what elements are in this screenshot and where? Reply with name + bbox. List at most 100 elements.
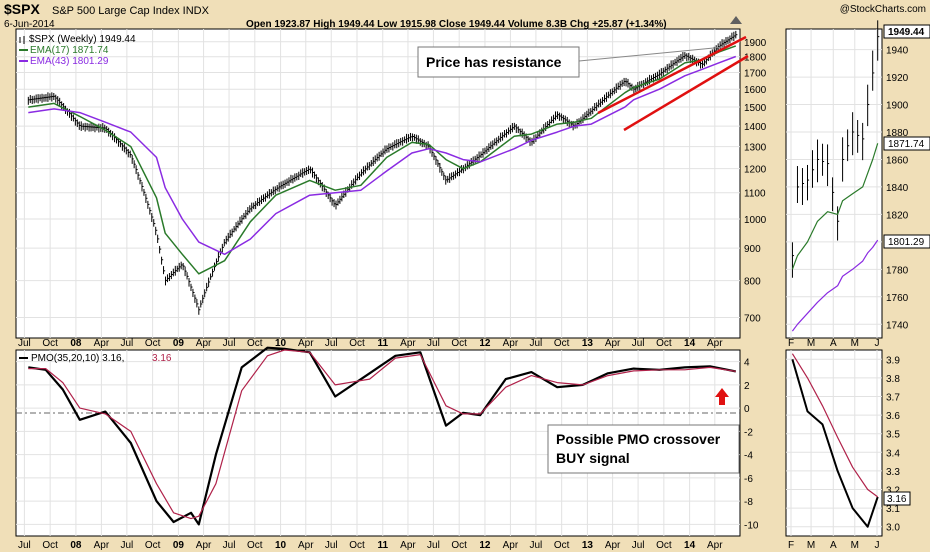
x-tick-label: Apr: [298, 338, 314, 349]
y-tick-label: 1600: [744, 85, 767, 96]
y-tick-label: 3.7: [886, 393, 900, 404]
x-tick-label: Oct: [247, 338, 263, 349]
x-tick-label: Oct: [554, 540, 570, 551]
index-name: S&P 500 Large Cap Index INDX: [52, 5, 210, 17]
x-tick-label: Oct: [349, 540, 365, 551]
series-line-1: [791, 143, 879, 270]
x-tick-label: Oct: [145, 540, 161, 551]
symbol-title: $SPX: [4, 1, 40, 17]
x-tick-label: Oct: [656, 338, 672, 349]
main-gridlines: 700 800 900 1000 1100 1200 1300 1400 1500 1600 170…: [16, 29, 767, 338]
x-tick-label: 11: [377, 540, 388, 551]
y-tick-label: 4: [744, 358, 750, 369]
y-tick-label: 1740: [886, 320, 909, 331]
x-tick-label: Oct: [349, 338, 365, 349]
x-tick-label: 12: [479, 540, 491, 551]
x-tick-label: 09: [173, 338, 185, 349]
pmo-callout: [547, 424, 740, 474]
series-line-0: [791, 359, 879, 528]
series-line-1: [791, 353, 879, 498]
zoom-panel: [785, 28, 883, 339]
x-tick-label: 10: [275, 338, 287, 349]
y-tick-label: 3.2: [886, 486, 900, 497]
x-tick-label: Apr: [707, 338, 723, 349]
y-tick-label: 1780: [886, 265, 909, 276]
x-tick-label: Jul: [18, 540, 31, 551]
x-tick-label: Apr: [503, 338, 519, 349]
y-tick-label: 1700: [744, 68, 767, 79]
zoom-pmo-series: [791, 353, 879, 528]
x-tick-label: Apr: [707, 540, 723, 551]
x-tick-label: Oct: [656, 540, 672, 551]
series-line-2: [28, 55, 737, 256]
x-tick-label: 10: [275, 540, 287, 551]
y-tick-label: 1500: [744, 103, 767, 114]
y-tick-label: 1300: [744, 143, 767, 154]
callout-pointer: [578, 46, 725, 62]
zoom-pmo-gridlines: 3.9 3.8 3.7 3.6 3.5 3.4 3.3 3.2 3.1 3.0: [786, 350, 900, 536]
x-tick-label: F: [788, 338, 794, 349]
x-tick-label: Oct: [554, 338, 570, 349]
x-tick-label: J: [874, 540, 879, 551]
pmo-badge-value: 3.16: [887, 494, 907, 505]
zoom-pmo-panel: [785, 349, 883, 537]
y-tick-label: 3.6: [886, 411, 900, 422]
y-tick-label: 1200: [744, 165, 767, 176]
x-tick-label: M: [851, 338, 859, 349]
series-line-1: [28, 45, 737, 275]
y-tick-label: 1880: [886, 128, 909, 139]
y-tick-label: 1900: [744, 38, 767, 49]
zoom-price-bars: [791, 20, 880, 278]
x-tick-label: Apr: [400, 338, 416, 349]
x-tick-label: Jul: [632, 338, 645, 349]
y-tick-label: 3.9: [886, 355, 900, 366]
x-tick-label: Jul: [223, 338, 236, 349]
y-tick-label: 1920: [886, 73, 909, 84]
y-tick-label: -10: [744, 520, 759, 531]
x-tick-label: F: [788, 540, 794, 551]
pmo-legend: PMO(35,20,10) 3.16, 3.16: [19, 353, 172, 364]
y-tick-label: 3.8: [886, 374, 900, 385]
x-tick-label: Jul: [530, 338, 543, 349]
pmo-badge: [883, 491, 911, 506]
y-tick-label: 1860: [886, 155, 909, 166]
x-tick-label: 13: [582, 540, 594, 551]
x-tick-label: A: [830, 540, 837, 551]
chart-date: 6-Jun-2014: [4, 19, 55, 30]
resistance-callout: [417, 46, 580, 78]
x-tick-label: M: [807, 540, 815, 551]
x-tick-label: Oct: [451, 338, 467, 349]
series-line-1: [28, 349, 736, 520]
support-trendline: [623, 54, 749, 132]
y-tick-label: 3.0: [886, 523, 900, 534]
x-tick-label: M: [851, 540, 859, 551]
x-tick-label: 14: [684, 540, 696, 551]
y-tick-label: -2: [744, 427, 753, 438]
ohlc-readout: Open 1923.87 High 1949.44 Low 1915.98 Cl…: [246, 19, 667, 30]
x-tick-label: M: [807, 338, 815, 349]
x-tick-label: Apr: [605, 338, 621, 349]
close-badge: [883, 24, 930, 39]
x-tick-label: Jul: [530, 540, 543, 551]
collapse-triangle-icon[interactable]: [730, 16, 742, 24]
x-tick-label: 11: [377, 338, 388, 349]
y-tick-label: 0: [744, 404, 750, 415]
x-tick-label: A: [830, 338, 837, 349]
x-tick-label: Jul: [325, 540, 338, 551]
x-tick-label: 14: [684, 338, 696, 349]
y-tick-label: 900: [744, 244, 761, 255]
x-tick-label: Jul: [18, 338, 31, 349]
y-tick-label: -4: [744, 451, 753, 462]
pmo-callout-line1: Possible PMO crossover: [556, 431, 721, 447]
y-tick-label: 1400: [744, 122, 767, 133]
up-arrow-icon: [715, 388, 729, 405]
y-tick-label: -6: [744, 474, 753, 485]
x-tick-label: 12: [479, 338, 491, 349]
resistance-trendline: [597, 35, 747, 115]
x-tick-label: Apr: [196, 338, 212, 349]
y-tick-label: 1000: [744, 215, 767, 226]
x-tick-label: Jul: [223, 540, 236, 551]
legend-ema43: EMA(43) 1801.29: [30, 56, 109, 67]
ema17-badge-value: 1871.74: [888, 139, 925, 150]
pmo-series: [28, 346, 737, 526]
